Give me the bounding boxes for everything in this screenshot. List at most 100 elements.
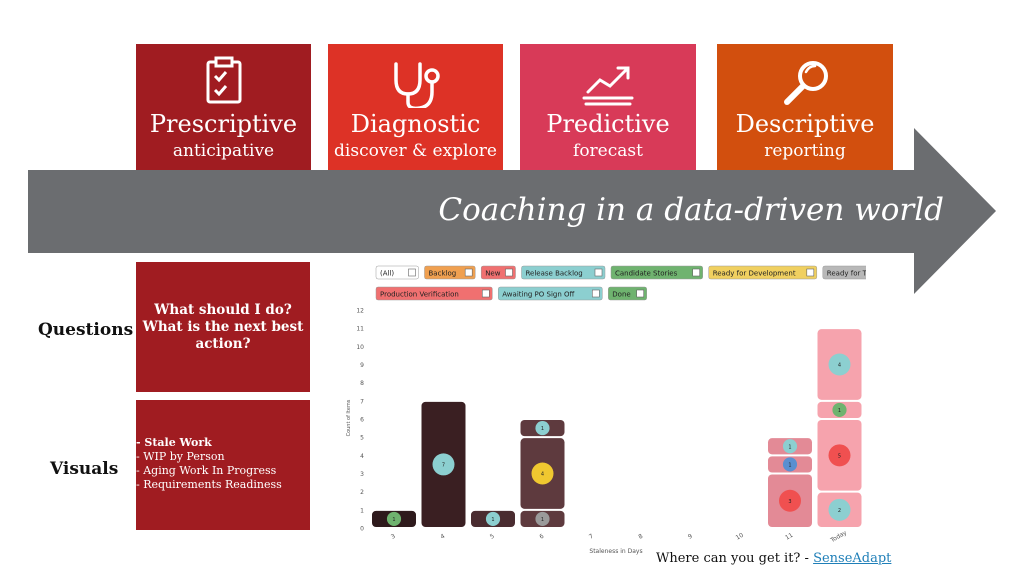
question-line: What is the next best: [142, 319, 304, 335]
visuals-item: - Stale Work: [136, 436, 212, 449]
bar-dot: [531, 462, 554, 485]
x-tick-label: 10: [735, 532, 745, 542]
legend-item: Backlog: [424, 265, 476, 280]
arrow-shape: [28, 128, 996, 294]
bar-dot-label: 4: [541, 472, 544, 478]
x-tick-label: 5: [489, 533, 496, 541]
visuals-list: - Stale Work - WIP by Person - Aging Wor…: [136, 436, 282, 492]
y-tick-label: 4: [360, 453, 364, 460]
bar-dot: [432, 453, 455, 476]
stethoscope-icon: [328, 52, 503, 111]
magnifier-icon: [717, 52, 893, 108]
legend-item: Production Verification: [375, 286, 493, 301]
stale-work-chart: (All) Backlog New Release Backlog Candidate …: [346, 265, 866, 555]
bar-dot: [832, 402, 847, 417]
legend-item: Release Backlog: [521, 265, 606, 280]
bar-segment: 7: [421, 401, 466, 527]
legend-label: (All): [380, 270, 394, 278]
x-tick-label: 11: [784, 532, 794, 542]
bar-segment: 3: [768, 474, 812, 527]
legend-label: Ready for Development: [713, 270, 796, 278]
legend-checkbox: [482, 289, 490, 298]
bar-segment: 1: [471, 510, 515, 527]
card-prescriptive: Prescriptive anticipative: [136, 44, 311, 170]
card-diagnostic: Diagnostic discover & explore: [328, 44, 503, 170]
bar-segment: 5: [817, 420, 862, 491]
bar-dot-label: 5: [838, 453, 841, 459]
y-tick-label: 9: [360, 362, 364, 369]
legend-item: (All): [375, 265, 419, 280]
footer-prefix: Where can you get it? -: [656, 551, 814, 566]
y-tick-label: 2: [360, 489, 364, 496]
legend-label: Production Verification: [380, 291, 459, 299]
legend-chip: [610, 265, 703, 280]
bar-dot-label: 1: [491, 517, 494, 523]
x-tick-label: 3: [390, 533, 397, 541]
bar-dot: [535, 421, 550, 436]
legend-chip: [822, 265, 866, 280]
y-tick-label: 0: [360, 526, 364, 533]
y-tick-label: 11: [356, 326, 364, 333]
bar-dot-label: 2: [838, 508, 841, 514]
y-tick-label: 10: [356, 344, 364, 351]
legend-chip: [375, 286, 493, 301]
questions-box: What should I do? What is the next best …: [136, 262, 310, 392]
card-subtitle: reporting: [764, 141, 846, 161]
y-tick-label: 3: [360, 471, 364, 478]
x-tick-label: 6: [538, 533, 545, 541]
bar-dot: [782, 457, 798, 472]
bar-dot-label: 1: [541, 426, 544, 432]
legend-item: Ready for Testing: [822, 265, 866, 280]
card-title: Diagnostic: [350, 110, 481, 138]
clipboard-check-icon: [136, 52, 311, 108]
legend-chip: [375, 265, 419, 280]
bar-segment: 4: [520, 438, 565, 509]
card-title: Prescriptive: [149, 110, 298, 138]
legend-label: New: [485, 270, 501, 278]
visuals-label: Visuals: [50, 459, 119, 479]
bar-dot: [782, 439, 798, 454]
bar-segment: 1: [520, 510, 565, 527]
bar-dot-label: 1: [541, 517, 544, 523]
bar-dot-label: 4: [838, 363, 841, 369]
y-tick-label: 12: [356, 308, 364, 315]
card-title: Descriptive: [735, 110, 875, 138]
legend-label: Candidate Stories: [615, 270, 678, 278]
x-axis-label: Staleness in Days: [589, 548, 642, 555]
bar-dot-label: 1: [788, 444, 791, 450]
trend-chart-icon: [520, 52, 696, 108]
card-descriptive: Descriptive reporting: [717, 44, 893, 170]
legend-label: Awaiting PO Sign Off: [502, 291, 574, 299]
y-axis-label: Count of Items: [346, 399, 352, 436]
questions-text: What should I do? What is the next best …: [140, 302, 306, 353]
legend-checkbox: [594, 268, 603, 277]
bar-dot: [828, 353, 851, 376]
card-title: Predictive: [546, 110, 670, 138]
legend-chip: [498, 286, 603, 301]
legend-label: Done: [612, 291, 630, 299]
card-subtitle: forecast: [573, 141, 643, 161]
bar-dot-label: 1: [788, 462, 791, 468]
bar-dot-label: 3: [788, 499, 791, 505]
card-predictive: Predictive forecast: [520, 44, 696, 170]
legend-checkbox: [591, 289, 600, 298]
legend-item: Ready for Development: [708, 265, 818, 280]
bar-dot-label: 7: [442, 462, 445, 468]
bar-dot: [828, 444, 851, 467]
legend-checkbox: [806, 268, 815, 277]
legend-label: Ready for Testing: [827, 270, 866, 278]
legend-checkbox: [636, 289, 645, 298]
senseadapt-link[interactable]: SenseAdapt: [813, 551, 892, 566]
legend-label: Backlog: [429, 270, 457, 278]
visuals-box: - Stale Work - WIP by Person - Aging Wor…: [136, 400, 310, 530]
visuals-item: - Requirements Readiness: [136, 478, 282, 491]
x-tick-label: 8: [637, 533, 644, 541]
legend-checkbox: [692, 268, 701, 277]
x-tick-label: Today: [829, 529, 849, 544]
bar-dot: [828, 498, 851, 521]
bar-dot: [485, 511, 501, 526]
legend-item: Done: [608, 286, 647, 301]
x-tick-label: 7: [588, 533, 595, 541]
question-line: What should I do?: [154, 302, 292, 318]
legend-label: Release Backlog: [526, 270, 583, 278]
